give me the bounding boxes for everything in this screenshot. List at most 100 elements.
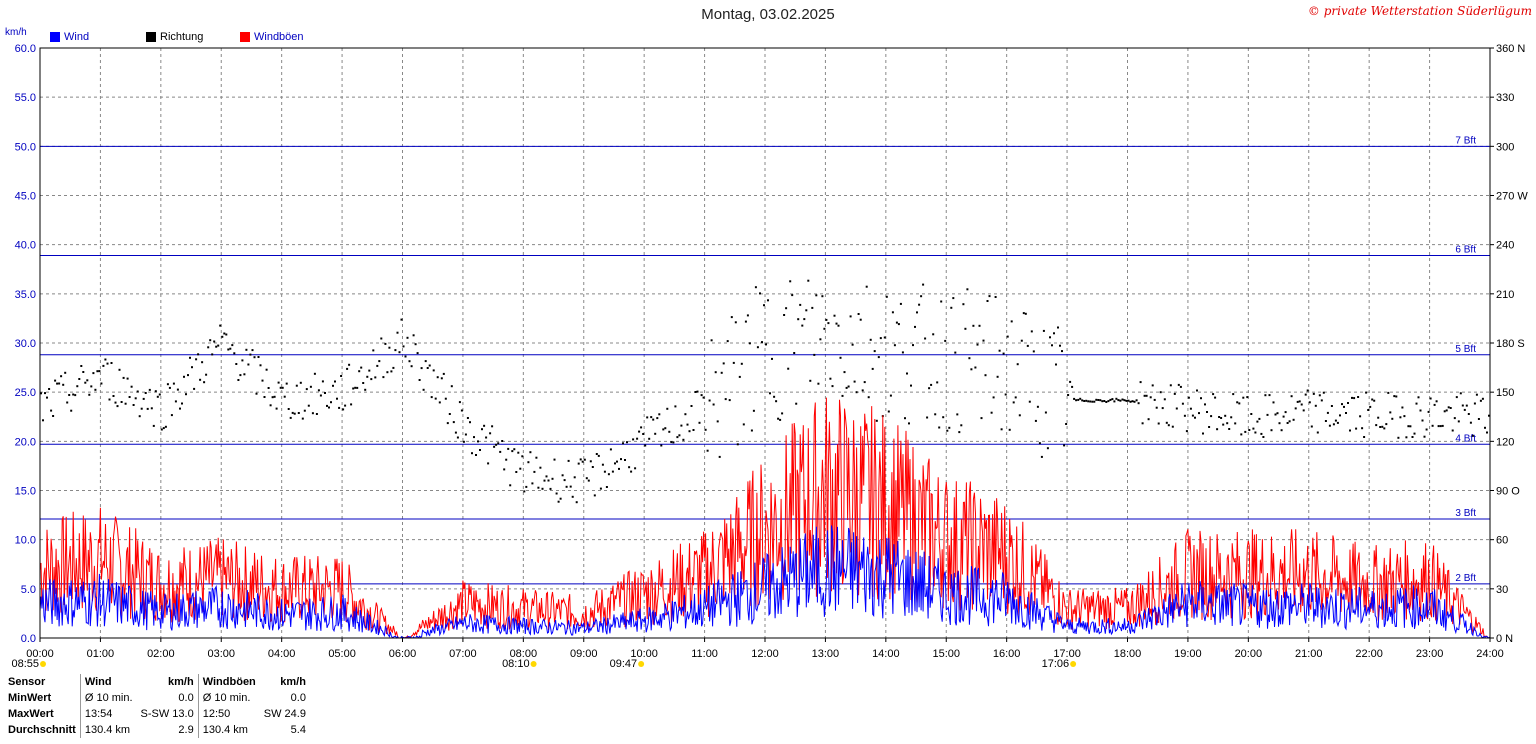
direction-point bbox=[454, 431, 457, 434]
stats-header: Sensor bbox=[8, 676, 46, 688]
direction-point bbox=[1387, 391, 1390, 394]
direction-point bbox=[380, 337, 383, 340]
direction-point bbox=[996, 375, 999, 378]
direction-point bbox=[193, 387, 196, 390]
direction-point bbox=[116, 405, 119, 408]
direction-point bbox=[688, 430, 691, 433]
stats-cell: 12:50 bbox=[197, 706, 260, 722]
direction-point bbox=[519, 467, 522, 470]
direction-point bbox=[1278, 422, 1281, 425]
direction-point bbox=[992, 396, 995, 399]
direction-point bbox=[1099, 399, 1102, 402]
direction-point bbox=[1230, 416, 1233, 419]
direction-point bbox=[567, 459, 570, 462]
direction-point bbox=[181, 402, 183, 405]
direction-point bbox=[219, 324, 222, 327]
direction-point bbox=[106, 362, 109, 365]
direction-point bbox=[761, 341, 763, 344]
direction-point bbox=[319, 394, 322, 397]
direction-point bbox=[1455, 396, 1458, 399]
direction-point bbox=[436, 376, 439, 379]
direction-point bbox=[819, 338, 822, 341]
direction-point bbox=[539, 466, 542, 469]
stats-cell: 130.4 km bbox=[197, 722, 260, 738]
direction-point bbox=[1296, 400, 1299, 403]
direction-point bbox=[307, 404, 310, 407]
direction-point bbox=[263, 396, 266, 398]
direction-point bbox=[233, 352, 236, 355]
y2-tick-label: 0 N bbox=[1496, 633, 1513, 645]
direction-point bbox=[1024, 312, 1027, 315]
direction-point bbox=[950, 306, 953, 309]
stats-cell: Durchschnitt bbox=[8, 724, 76, 736]
direction-point bbox=[1137, 402, 1140, 405]
direction-point bbox=[785, 307, 788, 310]
direction-point bbox=[78, 378, 81, 380]
direction-point bbox=[1353, 397, 1356, 400]
direction-point bbox=[1349, 429, 1351, 432]
direction-point bbox=[94, 388, 97, 391]
direction-point bbox=[593, 494, 596, 497]
direction-point bbox=[630, 470, 633, 473]
direction-point bbox=[1266, 413, 1269, 416]
direction-point bbox=[497, 442, 500, 445]
direction-point bbox=[1220, 417, 1223, 419]
direction-point bbox=[1087, 400, 1090, 403]
direction-point bbox=[207, 346, 210, 349]
windboeen-line bbox=[39, 397, 1491, 639]
chart-title: Montag, 03.02.2025 bbox=[701, 6, 835, 23]
direction-point bbox=[1351, 396, 1353, 399]
direction-point bbox=[948, 426, 951, 429]
direction-point bbox=[710, 339, 713, 342]
direction-point bbox=[720, 371, 723, 374]
direction-point bbox=[865, 285, 868, 288]
x-tick-label: 22:00 bbox=[1355, 648, 1383, 660]
direction-point bbox=[309, 385, 312, 388]
direction-point bbox=[531, 482, 534, 485]
direction-point bbox=[154, 390, 157, 393]
direction-point bbox=[1326, 411, 1329, 414]
direction-point bbox=[126, 377, 129, 380]
direction-point bbox=[1373, 399, 1376, 402]
direction-point bbox=[861, 389, 864, 392]
direction-point bbox=[769, 392, 771, 395]
direction-point bbox=[464, 433, 467, 436]
stats-cell: Ø 10 min. bbox=[79, 690, 137, 706]
direction-point bbox=[537, 486, 540, 489]
direction-point bbox=[1119, 399, 1122, 402]
wind-series bbox=[39, 525, 1491, 639]
y-tick-label: 60.0 bbox=[15, 43, 36, 55]
direction-point bbox=[853, 380, 856, 383]
direction-point bbox=[201, 361, 204, 364]
direction-point bbox=[358, 370, 361, 373]
direction-point bbox=[370, 378, 373, 381]
direction-point bbox=[100, 382, 103, 385]
stats-cell: 0.0 bbox=[178, 692, 194, 704]
direction-point bbox=[628, 466, 631, 469]
direction-point bbox=[579, 458, 582, 461]
direction-point bbox=[1226, 422, 1229, 425]
direction-point bbox=[1471, 434, 1474, 437]
direction-point bbox=[1117, 399, 1120, 402]
direction-point bbox=[493, 445, 496, 448]
legend-label-windboeen: Windböen bbox=[254, 31, 304, 43]
direction-point bbox=[68, 394, 71, 396]
direction-point bbox=[255, 392, 258, 395]
direction-point bbox=[72, 393, 75, 396]
direction-point bbox=[1143, 394, 1146, 397]
direction-point bbox=[1481, 397, 1484, 400]
direction-point bbox=[547, 479, 550, 482]
direction-point bbox=[821, 295, 824, 298]
legend-item-windboeen: Windböen bbox=[240, 31, 304, 43]
direction-point bbox=[646, 416, 649, 419]
x-tick-label: 02:00 bbox=[147, 648, 175, 660]
direction-point bbox=[321, 380, 324, 383]
direction-point bbox=[696, 390, 699, 393]
direction-point bbox=[1330, 405, 1333, 407]
direction-point bbox=[1105, 401, 1108, 403]
direction-point bbox=[517, 451, 520, 454]
direction-point bbox=[1375, 424, 1378, 427]
direction-point bbox=[1077, 398, 1080, 401]
direction-point bbox=[553, 458, 556, 461]
direction-point bbox=[1413, 432, 1416, 435]
